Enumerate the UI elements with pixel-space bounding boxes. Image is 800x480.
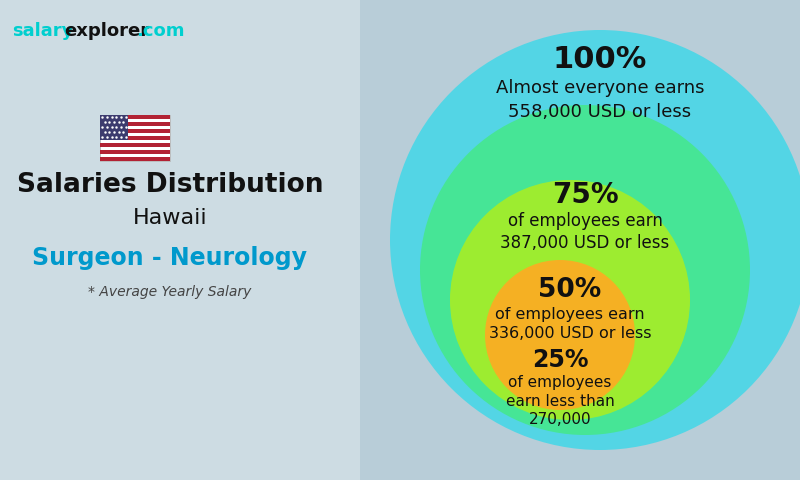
Bar — [0, 0, 360, 480]
Bar — [100, 115, 170, 119]
Text: 387,000 USD or less: 387,000 USD or less — [500, 234, 670, 252]
Text: 558,000 USD or less: 558,000 USD or less — [509, 103, 691, 121]
Text: of employees earn: of employees earn — [495, 307, 645, 322]
Text: Surgeon - Neurology: Surgeon - Neurology — [33, 246, 307, 270]
Bar — [100, 150, 170, 154]
Bar — [100, 115, 170, 161]
Text: .com: .com — [136, 22, 185, 40]
Text: earn less than: earn less than — [506, 394, 614, 408]
Text: salary: salary — [12, 22, 74, 40]
Bar — [100, 129, 170, 132]
Text: 336,000 USD or less: 336,000 USD or less — [489, 326, 651, 341]
Text: Almost everyone earns: Almost everyone earns — [496, 79, 704, 97]
Bar — [100, 115, 128, 140]
Circle shape — [450, 180, 690, 420]
Text: 50%: 50% — [538, 277, 602, 303]
Text: 25%: 25% — [532, 348, 588, 372]
Text: 100%: 100% — [553, 46, 647, 74]
Bar — [100, 136, 170, 140]
Text: * Average Yearly Salary: * Average Yearly Salary — [88, 285, 252, 299]
Bar — [100, 122, 170, 126]
Circle shape — [485, 260, 635, 410]
Circle shape — [420, 105, 750, 435]
Bar — [100, 144, 170, 147]
Text: Hawaii: Hawaii — [133, 208, 207, 228]
Bar — [100, 157, 170, 161]
Text: 270,000: 270,000 — [529, 412, 591, 428]
Text: explorer: explorer — [64, 22, 149, 40]
Circle shape — [390, 30, 800, 450]
Text: of employees: of employees — [508, 374, 612, 389]
Text: Salaries Distribution: Salaries Distribution — [17, 172, 323, 198]
Text: of employees earn: of employees earn — [507, 212, 662, 230]
Text: 75%: 75% — [552, 181, 618, 209]
